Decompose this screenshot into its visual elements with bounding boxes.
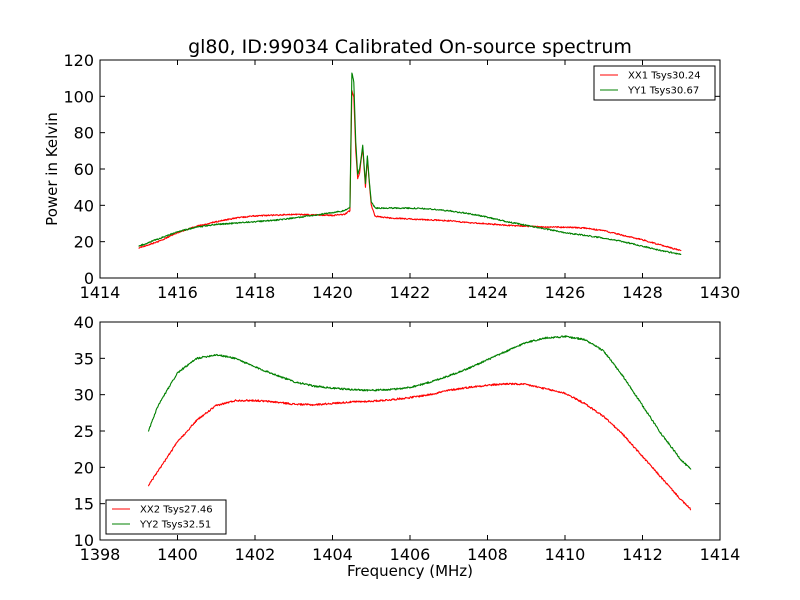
- x-tick-label: 1414: [80, 283, 121, 302]
- x-tick-label: 1414: [700, 545, 741, 564]
- y-tick-label: 40: [74, 196, 94, 215]
- x-tick-label: 1428: [622, 283, 663, 302]
- y-tick-label: 0: [84, 269, 94, 288]
- chart-title: gl80, ID:99034 Calibrated On-source spec…: [188, 36, 632, 58]
- legend-label-xx1: XX1 Tsys30.24: [628, 71, 701, 82]
- y-axis-label: Power in Kelvin: [43, 112, 61, 226]
- legend-label-yy2: YY2 Tsys32.51: [139, 520, 211, 531]
- series-line-yy1: [138, 72, 682, 255]
- y-tick-label: 25: [74, 422, 94, 441]
- y-tick-label: 80: [74, 124, 94, 143]
- y-tick-label: 60: [74, 160, 94, 179]
- x-tick-label: 1398: [80, 545, 121, 564]
- y-tick-label: 10: [74, 531, 94, 550]
- top-plot: 1414 1416 1418 1420 1422 1424 1426 1428 1430 0 20 4…: [63, 51, 740, 302]
- top-plot-legend: XX1 Tsys30.24 YY1 Tsys30.67: [593, 65, 716, 101]
- x-tick-label: 1410: [545, 545, 586, 564]
- y-tick-label: 120: [63, 51, 94, 70]
- legend-box: [105, 499, 227, 535]
- legend-label-xx2: XX2 Tsys27.46: [140, 505, 213, 516]
- y-tick-label: 15: [74, 495, 94, 514]
- y-tick-label: 20: [74, 233, 94, 252]
- x-tick-label: 1400: [157, 545, 198, 564]
- x-tick-label: 1406: [390, 545, 431, 564]
- series-line-xx1: [138, 89, 682, 252]
- x-tick-label: 1408: [467, 545, 508, 564]
- y-tick-label: 30: [74, 386, 94, 405]
- x-tick-label: 1404: [312, 545, 353, 564]
- x-tick-label: 1416: [157, 283, 198, 302]
- series-line-xx2: [147, 382, 692, 511]
- legend-label-yy1: YY1 Tsys30.67: [627, 86, 699, 97]
- x-tick-label: 1426: [545, 283, 586, 302]
- series-line-yy2: [147, 335, 692, 470]
- x-tick-label: 1430: [700, 283, 741, 302]
- x-tick-label: 1418: [235, 283, 276, 302]
- x-tick-label: 1424: [467, 283, 508, 302]
- x-tick-label: 1422: [390, 283, 431, 302]
- x-tick-label: 1420: [312, 283, 353, 302]
- x-tick-label: 1402: [235, 545, 276, 564]
- y-tick-label: 100: [63, 87, 94, 106]
- bottom-plot-legend: XX2 Tsys27.46 YY2 Tsys32.51: [105, 499, 227, 535]
- y-tick-label: 40: [74, 313, 94, 332]
- x-axis-label: Frequency (MHz): [347, 562, 473, 580]
- x-tick-label: 1412: [622, 545, 663, 564]
- bottom-plot: 1398 1400 1402 1404 1406 1408 1410 1412 1414 10 15…: [74, 313, 741, 564]
- y-tick-label: 35: [74, 349, 94, 368]
- y-tick-label: 20: [74, 458, 94, 477]
- legend-box: [593, 65, 716, 101]
